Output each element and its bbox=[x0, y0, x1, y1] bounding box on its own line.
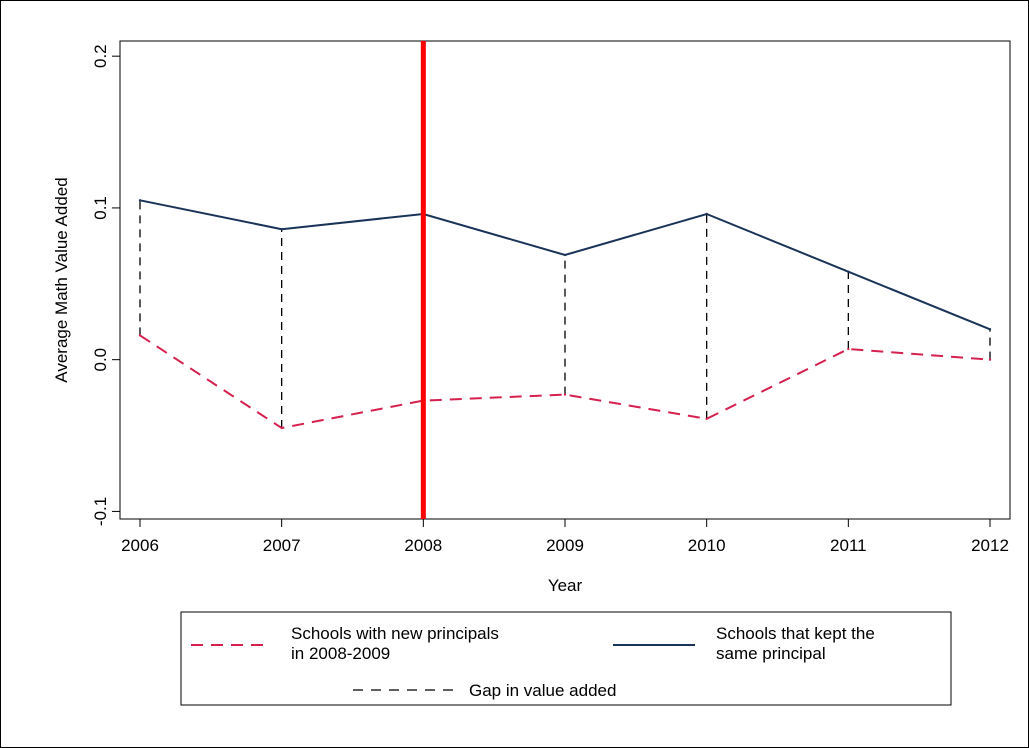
x-tick-label-2007: 2007 bbox=[263, 536, 301, 555]
y-tick-label--0.1: -0.1 bbox=[91, 497, 110, 526]
legend: Schools with new principals in 2008-2009… bbox=[180, 611, 952, 706]
series-0-point-2010 bbox=[705, 417, 708, 421]
y-tick-label-0.2: 0.2 bbox=[91, 44, 110, 68]
legend-label-same-principal-line-1: Schools that kept the bbox=[716, 624, 875, 643]
y-axis-title: Average Math Value Added bbox=[52, 177, 71, 382]
series-1-point-2009 bbox=[563, 253, 567, 257]
series-0-point-2009 bbox=[563, 393, 567, 396]
series-1-point-2010 bbox=[705, 212, 708, 216]
x-tick-label-2006: 2006 bbox=[121, 536, 159, 555]
x-axis: 2006 2007 2008 2009 2010 2011 2012 bbox=[121, 519, 1009, 555]
y-axis: -0.1 0.0 0.1 0.2 bbox=[91, 44, 120, 526]
series-0-point-2006 bbox=[138, 334, 142, 337]
y-tick-label-0.1: 0.1 bbox=[91, 196, 110, 220]
x-tick-label-2011: 2011 bbox=[830, 536, 867, 555]
legend-label-new-principals-line-2: in 2008-2009 bbox=[291, 644, 390, 663]
series-1-point-2006 bbox=[138, 199, 142, 202]
legend-box bbox=[180, 611, 952, 706]
series-1-point-2007 bbox=[280, 227, 283, 231]
legend-label-gap: Gap in value added bbox=[469, 681, 616, 700]
x-tick-label-2012: 2012 bbox=[971, 536, 1009, 555]
series-0-point-2007 bbox=[280, 426, 283, 430]
legend-label-new-principals-line-1: Schools with new principals bbox=[291, 624, 499, 643]
series-1-point-2011 bbox=[847, 270, 850, 273]
series-0-point-2011 bbox=[847, 347, 850, 351]
y-tick-label-0.0: 0.0 bbox=[91, 348, 110, 372]
series-1-point-2012 bbox=[988, 328, 992, 331]
x-tick-label-2010: 2010 bbox=[688, 536, 726, 555]
x-axis-title: Year bbox=[548, 576, 583, 595]
legend-label-same-principal-line-2: same principal bbox=[716, 644, 826, 663]
x-tick-label-2009: 2009 bbox=[546, 536, 584, 555]
x-tick-label-2008: 2008 bbox=[404, 536, 442, 555]
series-0-point-2012 bbox=[988, 358, 992, 361]
